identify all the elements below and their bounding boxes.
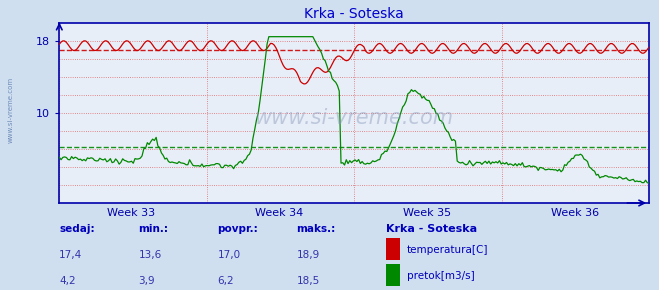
- Text: www.si-vreme.com: www.si-vreme.com: [254, 108, 454, 128]
- Text: 17,4: 17,4: [59, 250, 82, 260]
- Text: 17,0: 17,0: [217, 250, 241, 260]
- Text: 4,2: 4,2: [59, 276, 76, 286]
- Text: maks.:: maks.:: [297, 224, 336, 234]
- Text: 6,2: 6,2: [217, 276, 234, 286]
- Text: 18,5: 18,5: [297, 276, 320, 286]
- Title: Krka - Soteska: Krka - Soteska: [304, 7, 404, 21]
- Text: 13,6: 13,6: [138, 250, 161, 260]
- Text: www.si-vreme.com: www.si-vreme.com: [8, 77, 14, 143]
- Text: 18,9: 18,9: [297, 250, 320, 260]
- Text: sedaj:: sedaj:: [59, 224, 95, 234]
- Text: temperatura[C]: temperatura[C]: [407, 245, 488, 255]
- Text: pretok[m3/s]: pretok[m3/s]: [407, 271, 474, 281]
- Text: Krka - Soteska: Krka - Soteska: [386, 224, 476, 234]
- Text: 3,9: 3,9: [138, 276, 155, 286]
- Text: povpr.:: povpr.:: [217, 224, 258, 234]
- Text: min.:: min.:: [138, 224, 169, 234]
